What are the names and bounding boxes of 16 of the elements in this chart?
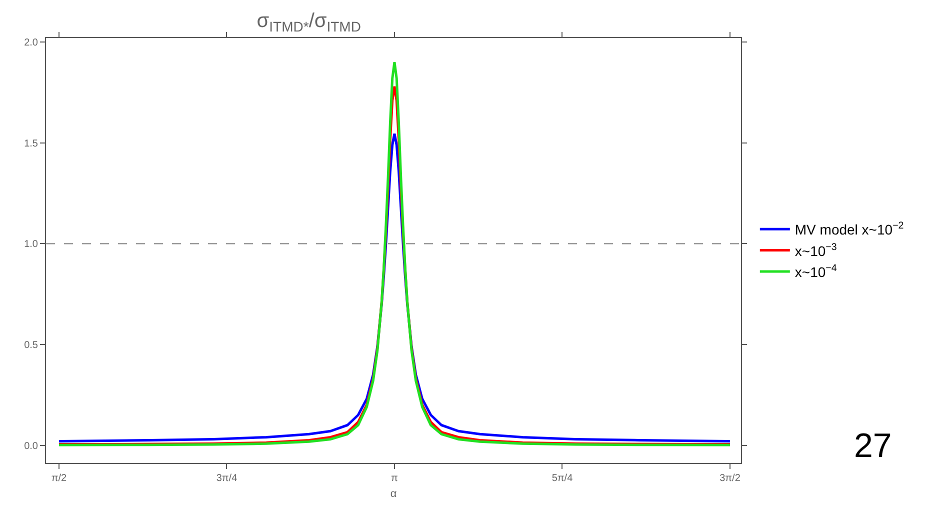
x-tick-label: 3π/4: [216, 473, 238, 484]
x-tick-label: π: [391, 473, 398, 484]
legend-label: x~10$^{−3}$: [794, 242, 838, 259]
y-tick-label: 1.5: [24, 138, 38, 150]
chart-title: σ$_{ITMD*}$/σ$_{ITMD}$: [256, 10, 361, 34]
y-tick-label: 1.0: [24, 239, 38, 250]
x-tick-label: π/2: [51, 473, 68, 484]
text: 27: [854, 427, 892, 465]
legend-label: MV model x~10$^{−2}$: [794, 220, 904, 238]
y-tick-label: 2.0: [24, 38, 38, 49]
x-axis-title: α: [390, 488, 398, 500]
x-tick-label: 5π/4: [552, 473, 574, 484]
legend-label: x~10$^{−4}$: [794, 263, 838, 280]
y-tick-label: 0.0: [24, 440, 38, 452]
y-tick-label: 0.5: [24, 340, 38, 351]
x-tick-label: 3π/2: [720, 473, 741, 484]
